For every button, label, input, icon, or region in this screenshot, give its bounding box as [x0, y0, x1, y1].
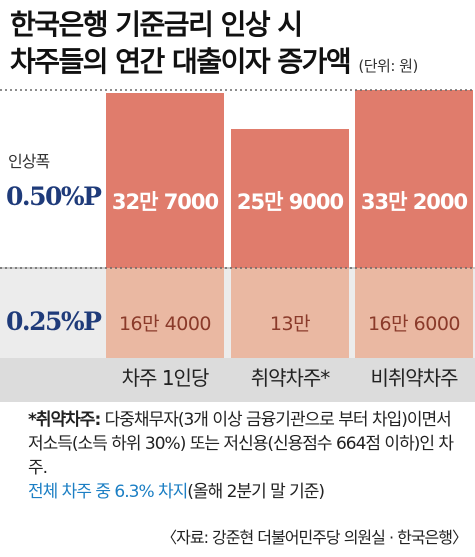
- title-line-2-text: 차주들의 연간 대출이자 증가액: [10, 45, 352, 78]
- category-axis: [0, 358, 475, 402]
- note-highlight: 전체 차주 중 6.3% 차지: [28, 482, 188, 502]
- bar-050-segment: [106, 93, 224, 268]
- bar-1: 32만 7000 16만 4000: [106, 93, 224, 358]
- value-label-050: 33만 2000: [360, 190, 468, 214]
- title-line-1: 한국은행 기준금리 인상 시: [10, 8, 303, 41]
- bar-025-segment: [106, 268, 224, 358]
- bar-025-segment: [231, 268, 349, 358]
- bar-050-segment: [231, 129, 349, 268]
- source-credit: 〈자료: 강준현 더불어민주당 의원실 · 한국은행〉: [161, 528, 468, 547]
- value-label-025: 16만 4000: [118, 313, 212, 335]
- value-label-025: 13만: [269, 313, 311, 335]
- value-label-025: 16만 6000: [367, 313, 461, 335]
- category-label: 차주 1인당: [121, 366, 210, 390]
- bar-3: 33만 2000 16만 6000: [355, 90, 473, 358]
- note-head: *취약차주:: [28, 410, 101, 430]
- title-line-2: 차주들의 연간 대출이자 증가액 (단위: 원): [10, 43, 470, 85]
- bar-025-segment: [355, 268, 473, 358]
- value-label-050: 25만 9000: [236, 190, 344, 214]
- value-label-050: 32만 7000: [111, 190, 219, 214]
- category-label: 비취약차주: [370, 366, 459, 390]
- bar-050-segment: [355, 90, 473, 268]
- level-label-025: 0.25%P: [6, 307, 102, 336]
- unit-label: (단위: 원): [358, 57, 418, 75]
- footnote: *취약차주: 다중채무자(3개 이상 금융기관으로 부터 차입)이면서 저소득(…: [28, 408, 468, 504]
- note-tail: (올해 2분기 말 기준): [187, 482, 325, 502]
- bar-2: 25만 9000 13만: [231, 129, 349, 358]
- level-label-050: 0.50%P: [6, 182, 102, 211]
- increase-caption: 인상폭: [8, 152, 50, 171]
- category-label: 취약차주*: [250, 366, 331, 390]
- note-body: 다중채무자(3개 이상 금융기관으로 부터 차입)이면서 저소득(소득 하위 3…: [28, 410, 454, 478]
- chart-title: 한국은행 기준금리 인상 시 차주들의 연간 대출이자 증가액 (단위: 원): [10, 6, 470, 85]
